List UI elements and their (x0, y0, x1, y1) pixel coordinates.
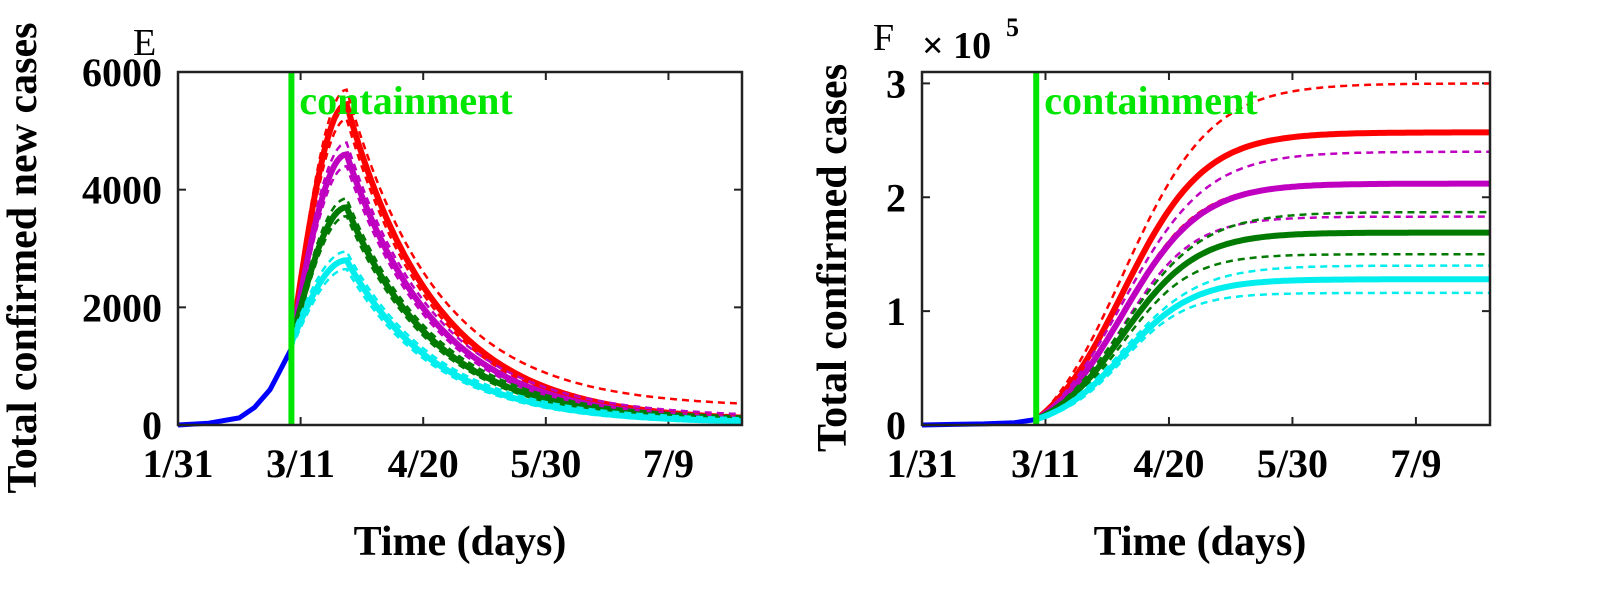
panel-e-green-line (288, 203, 743, 424)
panel-e-ytick-label: 4000 (82, 168, 162, 213)
panel-e-pre-containment-line (177, 347, 294, 428)
panel-f-red-upper-bound (1035, 82, 1490, 421)
panel-f-xtick-label: 3/11 (1011, 441, 1080, 486)
panel-f-containment-label: containment (1044, 78, 1258, 123)
panel-f-xtick-label: 1/31 (886, 441, 957, 486)
panel-e-ytick-label: 2000 (82, 285, 162, 330)
panel-f-magenta-lower-bound (1035, 215, 1490, 421)
panel-f-ytick-label: 0 (886, 403, 906, 448)
panel-f-ytick-label: 2 (886, 175, 906, 220)
panel-e-xtick-label: 7/9 (643, 441, 694, 486)
panel-e-axes-frame (176, 70, 744, 427)
panel-f-magenta-line (1034, 180, 1490, 422)
panel-e-containment-label: containment (299, 78, 513, 123)
panel-f-axes-frame (920, 70, 1492, 427)
panel-e-letter: E (133, 22, 156, 64)
panel-f-xtick-label: 4/20 (1133, 441, 1204, 486)
panel-f-red-line (1034, 129, 1490, 422)
panel-f-ytick-label: 1 (886, 289, 906, 334)
panel-f-cyan-lower-bound (1035, 291, 1490, 421)
panel-f-plot-area: 1/31 3/11 4/20 5/30 7/9 0 1 2 3 containment (886, 61, 1492, 486)
panel-f-green-lower-bound (1035, 252, 1490, 421)
panel-f-multiplier-exponent: 5 (1006, 13, 1019, 42)
panel-e-xtick-label: 1/31 (142, 441, 213, 486)
panel-f-cyan-line (1035, 276, 1491, 423)
panel-f-red-lower-bound (1035, 182, 1490, 421)
panel-f-letter: F (873, 17, 894, 59)
panel-e-ylabel: Total confirmed new cases (0, 23, 46, 494)
panel-f-magenta-upper-bound (1035, 150, 1490, 421)
panel-e-plot-area: 1/31 3/11 4/20 5/30 7/9 0 2000 4000 6000 containm… (82, 50, 744, 486)
panel-f: F × 10 5 Total confirmed cases Time (day… (810, 13, 1492, 565)
panel-e-cyan-upper-bound (290, 250, 743, 420)
panel-f-ytick-label: 3 (886, 61, 906, 106)
panel-f-green-upper-bound (1035, 210, 1490, 421)
panel-e-ytick-label: 6000 (82, 50, 162, 95)
panel-f-green-line (1034, 229, 1490, 423)
panel-f-ylabel: Total confirmed cases (810, 64, 856, 452)
panel-f-xtick-label: 5/30 (1257, 441, 1328, 486)
panel-e-xtick-label: 4/20 (388, 441, 459, 486)
panel-f-cyan-upper-bound (1035, 264, 1490, 421)
panel-f-xlabel: Time (days) (1094, 519, 1307, 565)
panel-f-multiplier: × 10 (922, 25, 991, 67)
panel-e-xlabel: Time (days) (354, 519, 567, 565)
panel-e-xtick-label: 3/11 (266, 441, 335, 486)
panel-e-red-line (288, 100, 743, 421)
panel-e-xtick-label: 5/30 (510, 441, 581, 486)
panel-e-green-upper-bound (290, 197, 743, 418)
panel-e-cyan-line (288, 257, 743, 425)
panel-e: E Total confirmed new cases Time (days) … (0, 22, 744, 565)
panel-f-xtick-label: 7/9 (1390, 441, 1441, 486)
panel-e-ytick-label: 0 (142, 403, 162, 448)
